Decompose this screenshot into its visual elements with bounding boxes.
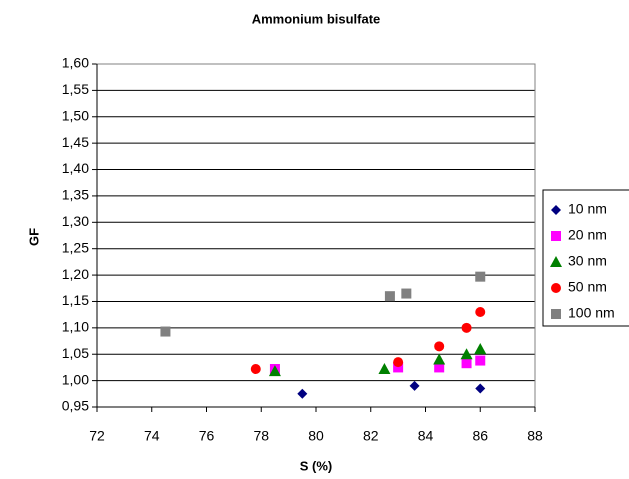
y-tick-label: 1,45 <box>62 134 89 150</box>
data-point <box>461 322 472 333</box>
x-tick-label: 88 <box>527 428 543 444</box>
chart-title: Ammonium bisulfate <box>252 11 381 26</box>
y-tick-label: 1,35 <box>62 187 89 203</box>
data-point <box>433 353 446 365</box>
y-tick-label: 1,60 <box>62 55 89 71</box>
y-tick-label: 1,30 <box>62 213 89 229</box>
x-tick-label: 72 <box>89 428 105 444</box>
legend-marker <box>551 231 561 241</box>
data-point <box>160 326 171 337</box>
legend-marker <box>551 205 561 215</box>
x-axis-label: S (%) <box>300 458 333 473</box>
x-tick-label: 80 <box>308 428 324 444</box>
y-axis-label: GF <box>26 228 41 246</box>
legend-label: 100 nm <box>568 305 615 321</box>
data-point <box>474 342 487 354</box>
x-tick-label: 82 <box>363 428 379 444</box>
y-tick-label: 1,25 <box>62 239 89 255</box>
y-tick-label: 1,50 <box>62 107 89 123</box>
legend-label: 20 nm <box>568 227 607 243</box>
data-point <box>434 362 445 373</box>
data-point <box>475 307 486 318</box>
data-point <box>460 348 473 360</box>
data-point <box>475 355 486 366</box>
data-point <box>250 364 261 375</box>
data-point <box>461 358 472 369</box>
x-tick-label: 74 <box>144 428 160 444</box>
y-tick-label: 0,95 <box>62 398 89 414</box>
data-point <box>378 363 391 375</box>
data-point <box>268 365 281 377</box>
data-point <box>393 357 404 368</box>
data-point <box>384 291 395 302</box>
y-tick-label: 1,55 <box>62 81 89 97</box>
data-point <box>409 380 420 391</box>
data-point <box>475 383 486 394</box>
legend-label: 10 nm <box>568 201 607 217</box>
legend-marker <box>551 283 561 293</box>
legend-label: 30 nm <box>568 253 607 269</box>
data-point <box>401 288 412 299</box>
x-tick-label: 86 <box>472 428 488 444</box>
y-tick-label: 1,10 <box>62 319 89 335</box>
legend-label: 50 nm <box>568 279 607 295</box>
legend-marker <box>551 309 561 319</box>
x-tick-label: 84 <box>418 428 434 444</box>
y-tick-label: 1,15 <box>62 292 89 308</box>
legend-marker <box>550 256 562 267</box>
data-point <box>434 341 445 352</box>
x-tick-label: 76 <box>199 428 215 444</box>
data-point <box>393 362 404 373</box>
y-tick-label: 1,05 <box>62 345 89 361</box>
data-point <box>475 271 486 282</box>
y-tick-label: 1,40 <box>62 160 89 176</box>
x-tick-label: 78 <box>253 428 269 444</box>
y-tick-label: 1,00 <box>62 371 89 387</box>
data-point <box>297 388 308 399</box>
y-tick-label: 1,20 <box>62 266 89 282</box>
